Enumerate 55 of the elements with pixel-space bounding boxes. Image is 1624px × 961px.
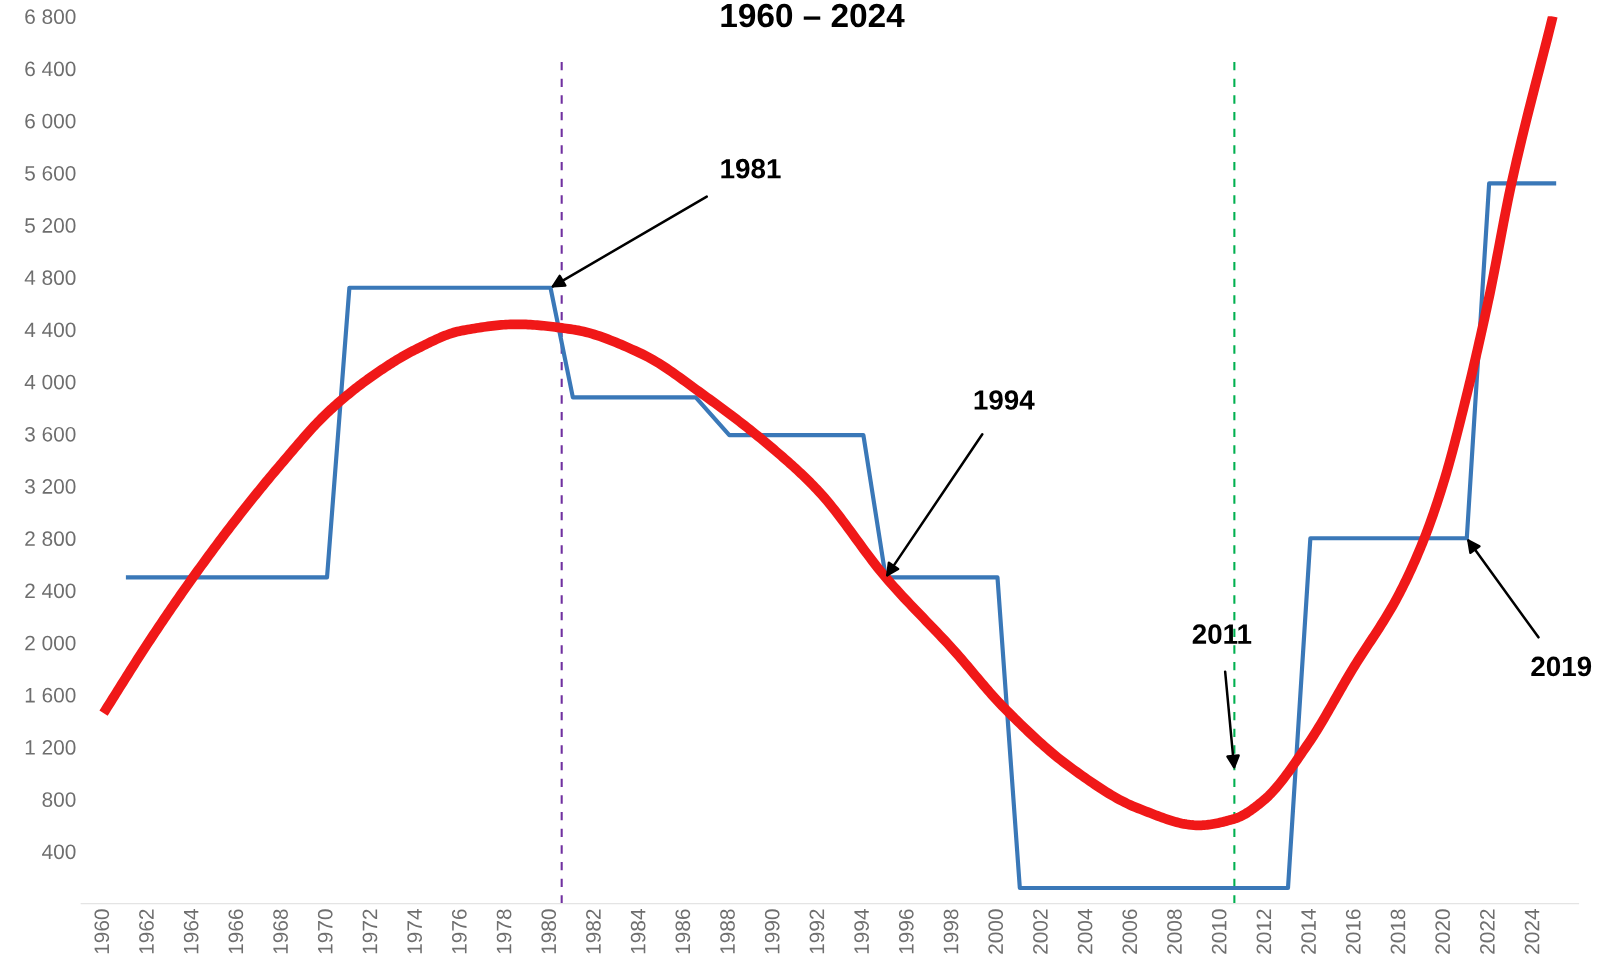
x-tick-label: 2018 [1390, 909, 1406, 954]
y-tick-label: 4 000 [24, 374, 76, 390]
x-tick-label: 2020 [1435, 909, 1451, 954]
y-tick-label: 800 [42, 792, 76, 807]
x-tick-label: 1960 [94, 909, 110, 954]
x-tick-label: 1994 [854, 909, 869, 954]
x-tick-label: 1982 [586, 909, 601, 954]
x-tick-label: 1964 [183, 909, 199, 954]
x-tick-label: 1970 [317, 909, 333, 954]
y-tick-label: 6 800 [25, 9, 76, 25]
x-tick-label: 1992 [809, 909, 825, 954]
x-tick-label: 2016 [1345, 909, 1361, 954]
y-tick-label: 400 [42, 844, 76, 860]
x-tick-label: 2006 [1122, 909, 1138, 954]
y-tick-label: 4 800 [24, 270, 76, 286]
x-tick-label: 1972 [362, 909, 378, 954]
y-tick-label: 1 600 [25, 687, 76, 703]
x-tick-label: 2002 [1033, 909, 1048, 954]
annotation: 2019 [1531, 656, 1592, 677]
x-tick-label: 1998 [943, 909, 959, 954]
x-tick-label: 1990 [764, 909, 780, 954]
chart-title: 1960 – 2024 [721, 3, 905, 28]
y-tick-label: 2 800 [25, 531, 76, 547]
x-tick-label: 1988 [720, 909, 735, 954]
x-tick-label: 1996 [898, 909, 914, 954]
x-tick-label: 1984 [630, 909, 646, 954]
x-tick-label: 1980 [541, 909, 557, 954]
x-tick-label: 2004 [1077, 909, 1093, 954]
y-tick-label: 2 400 [25, 583, 76, 599]
x-tick-label: 2014 [1301, 909, 1316, 954]
y-tick-label: 5 600 [25, 165, 76, 181]
x-tick-label: 2008 [1167, 909, 1182, 954]
x-tick-label: 2022 [1479, 909, 1495, 954]
y-tick-label: 3 600 [25, 426, 76, 442]
y-tick-label: 3 200 [25, 479, 76, 494]
x-tick-label: 1978 [496, 909, 512, 954]
x-tick-label: 1974 [407, 909, 423, 954]
x-tick-label: 1968 [273, 909, 288, 954]
x-tick-label: 2024 [1524, 909, 1540, 954]
annotation: 1981 [721, 158, 781, 179]
y-tick-label: 1 200 [25, 740, 76, 755]
y-tick-label: 2 000 [25, 635, 76, 651]
annotation: 2011 [1192, 624, 1252, 645]
x-tick-label: 1986 [675, 909, 691, 954]
y-tick-label: 6 000 [25, 113, 76, 129]
x-tick-label: 1962 [139, 909, 154, 954]
annotation: 1994 [974, 390, 1035, 410]
x-tick-label: 2000 [988, 909, 1004, 954]
x-tick-label: 2012 [1256, 909, 1272, 954]
x-tick-label: 1976 [451, 909, 467, 954]
y-tick-label: 5 200 [25, 218, 76, 233]
y-tick-label: 6 400 [25, 61, 76, 77]
y-tick-label: 4 400 [24, 322, 76, 338]
x-tick-label: 1966 [228, 909, 244, 954]
x-tick-label: 2010 [1211, 909, 1227, 954]
